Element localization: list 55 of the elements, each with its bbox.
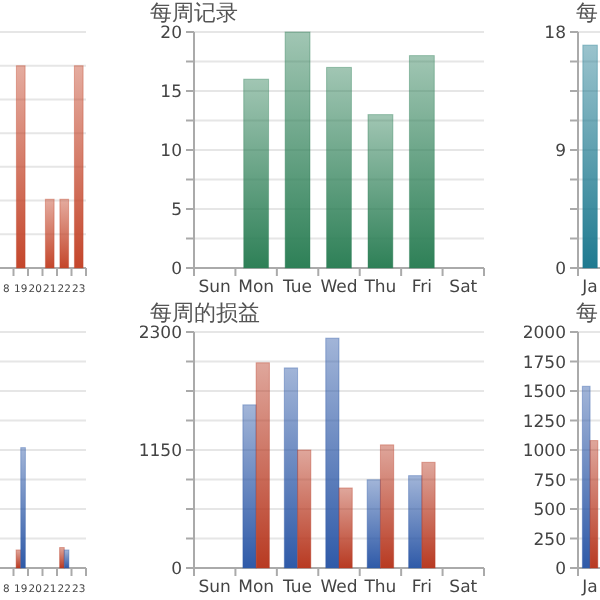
y-tick-label: 250 [533, 530, 566, 551]
bar [338, 487, 353, 569]
y-tick-label: 500 [533, 501, 566, 521]
bar [326, 66, 352, 269]
y-tick-label: 1000 [522, 442, 566, 462]
x-tick-label: Ja [580, 578, 598, 598]
y-tick-label: 18 [544, 24, 566, 44]
y-tick-label: 2300 [138, 324, 182, 344]
x-tick-label: Mon [238, 278, 275, 298]
y-tick-label: 1150 [138, 442, 182, 462]
chart-title: 每 [576, 300, 598, 326]
y-tick-label: 9 [555, 142, 566, 162]
x-tick-label: Sat [449, 578, 479, 598]
x-tick-label: Sun [198, 278, 231, 298]
y-tick-label: 15 [160, 83, 182, 103]
x-tick-label: Mon [238, 578, 275, 598]
bar [366, 479, 381, 569]
x-tick-label: Wed [320, 278, 358, 298]
bar [367, 114, 394, 269]
chart-title: 每周记录 [150, 0, 238, 26]
y-tick-label: 1250 [522, 412, 566, 433]
chart-title: 每 [576, 0, 598, 26]
y-tick-label: 0 [555, 260, 566, 280]
bar [255, 362, 270, 569]
bar [242, 404, 257, 569]
y-tick-label: 2000 [522, 324, 566, 344]
x-tick-label: Thu [362, 278, 397, 298]
bar [243, 78, 270, 269]
bar [379, 444, 395, 569]
x-tick-label: Fri [411, 578, 432, 598]
bar [408, 475, 423, 569]
x-tick-label: Sat [449, 278, 479, 298]
chart-title: 每周的损益 [150, 300, 260, 326]
bar [283, 367, 299, 569]
x-tick-label: Tue [281, 578, 313, 598]
x-tick-label: Tue [281, 278, 313, 298]
bar [421, 461, 436, 569]
y-tick-label: 5 [171, 201, 182, 221]
y-tick-label: 1750 [522, 353, 566, 374]
y-tick-label: 750 [533, 471, 566, 492]
y-tick-label: 0 [555, 560, 566, 580]
y-tick-label: 1500 [522, 383, 566, 403]
x-tick-label: Sun [198, 578, 231, 598]
x-tick-label: Wed [320, 578, 358, 598]
x-tick-label: Ja [580, 278, 598, 298]
y-tick-label: 20 [160, 24, 182, 44]
bar [297, 449, 312, 569]
x-tick-label: Thu [362, 578, 397, 598]
bar [284, 31, 311, 269]
y-tick-label: 0 [171, 260, 182, 280]
y-tick-label: 0 [171, 560, 182, 580]
bar [325, 337, 340, 569]
y-tick-label: 10 [160, 142, 182, 162]
x-tick-label: Fri [411, 278, 432, 298]
bar [408, 55, 435, 269]
